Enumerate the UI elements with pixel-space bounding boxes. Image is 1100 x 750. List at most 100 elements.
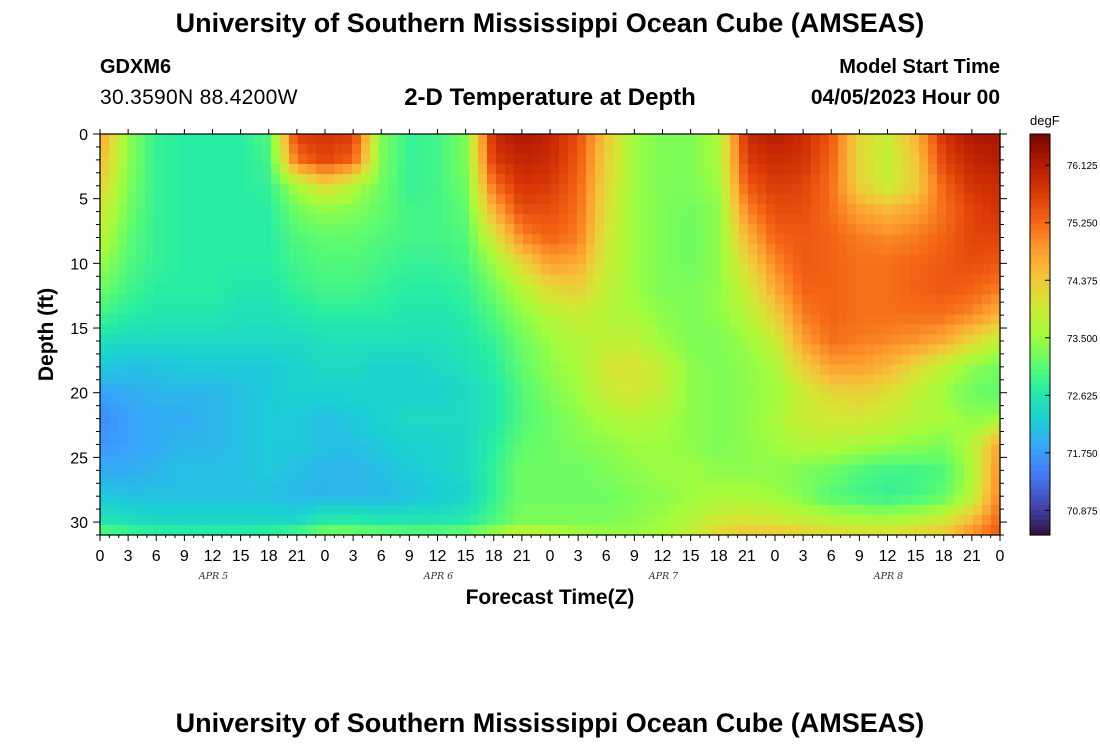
heatmap-cell bbox=[190, 274, 200, 285]
heatmap-cell bbox=[568, 434, 578, 446]
heatmap-cell bbox=[253, 374, 263, 386]
heatmap-cell bbox=[145, 404, 155, 416]
heatmap-cell bbox=[901, 254, 911, 265]
heatmap-cell bbox=[793, 264, 803, 275]
heatmap-cell bbox=[163, 214, 173, 225]
heatmap-cell bbox=[919, 234, 929, 245]
heatmap-cell bbox=[217, 354, 227, 366]
heatmap-cell bbox=[244, 444, 254, 456]
heatmap-cell bbox=[622, 144, 632, 155]
heatmap-cell bbox=[523, 254, 533, 265]
heatmap-cell bbox=[289, 234, 299, 245]
heatmap-cell bbox=[577, 214, 587, 225]
heatmap-cell bbox=[730, 324, 740, 336]
heatmap-cell bbox=[145, 174, 155, 185]
heatmap-cell bbox=[559, 294, 569, 306]
heatmap-cell bbox=[514, 134, 524, 145]
heatmap-cell bbox=[118, 284, 128, 296]
colorbar-segment bbox=[1030, 204, 1050, 210]
heatmap-cell bbox=[748, 304, 758, 316]
heatmap-cell bbox=[127, 174, 137, 185]
heatmap-cell bbox=[307, 254, 317, 265]
heatmap-cell bbox=[829, 224, 839, 235]
heatmap-cell bbox=[784, 434, 794, 446]
heatmap-cell bbox=[703, 144, 713, 155]
heatmap-cell bbox=[712, 324, 722, 336]
heatmap-cell bbox=[982, 434, 992, 446]
heatmap-cell bbox=[955, 204, 965, 215]
heatmap-cell bbox=[595, 524, 605, 536]
heatmap-cell bbox=[127, 274, 137, 285]
heatmap-cell bbox=[433, 444, 443, 456]
heatmap-cell bbox=[190, 524, 200, 536]
heatmap-cell bbox=[937, 294, 947, 306]
heatmap-cell bbox=[964, 254, 974, 265]
heatmap-cell bbox=[181, 454, 191, 466]
heatmap-cell bbox=[982, 464, 992, 476]
heatmap-cell bbox=[361, 274, 371, 285]
heatmap-cell bbox=[190, 174, 200, 185]
heatmap-cell bbox=[559, 364, 569, 376]
heatmap-cell bbox=[469, 354, 479, 366]
heatmap-cell bbox=[550, 214, 560, 225]
heatmap-cell bbox=[910, 314, 920, 326]
heatmap-cell bbox=[397, 304, 407, 316]
heatmap-cell bbox=[721, 394, 731, 406]
heatmap-cell bbox=[973, 454, 983, 466]
heatmap-cell bbox=[586, 494, 596, 506]
heatmap-cell bbox=[874, 194, 884, 205]
colorbar-segment bbox=[1030, 469, 1050, 476]
heatmap-cell bbox=[919, 454, 929, 466]
heatmap-cell bbox=[991, 214, 1001, 225]
heatmap-cell bbox=[361, 234, 371, 245]
heatmap-cell bbox=[991, 284, 1001, 296]
heatmap-cell bbox=[451, 244, 461, 255]
heatmap-cell bbox=[280, 284, 290, 296]
heatmap-cell bbox=[613, 364, 623, 376]
heatmap-cell bbox=[631, 294, 641, 306]
heatmap-cell bbox=[496, 224, 506, 235]
heatmap-cell bbox=[289, 264, 299, 275]
heatmap-cell bbox=[730, 314, 740, 326]
heatmap-cell bbox=[595, 364, 605, 376]
heatmap-cell bbox=[280, 334, 290, 346]
heatmap-cell bbox=[289, 304, 299, 316]
heatmap-cell bbox=[172, 154, 182, 165]
x-tick-label: 9 bbox=[405, 548, 414, 565]
heatmap-cell bbox=[640, 394, 650, 406]
heatmap-cell bbox=[658, 284, 668, 296]
heatmap-cell bbox=[577, 484, 587, 496]
heatmap-cell bbox=[505, 394, 515, 406]
heatmap-cell bbox=[829, 234, 839, 245]
heatmap-cell bbox=[901, 494, 911, 506]
heatmap-cell bbox=[118, 234, 128, 245]
heatmap-cell bbox=[811, 304, 821, 316]
heatmap-cell bbox=[469, 284, 479, 296]
heatmap-cell bbox=[937, 264, 947, 275]
heatmap-cell bbox=[802, 364, 812, 376]
heatmap-cell bbox=[631, 174, 641, 185]
heatmap-cell bbox=[208, 414, 218, 426]
heatmap-cell bbox=[523, 204, 533, 215]
heatmap-cell bbox=[154, 414, 164, 426]
heatmap-cell bbox=[973, 444, 983, 456]
heatmap-cell bbox=[532, 454, 542, 466]
heatmap-cell bbox=[838, 504, 848, 516]
heatmap-cell bbox=[847, 364, 857, 376]
heatmap-cell bbox=[388, 274, 398, 285]
heatmap-cell bbox=[892, 264, 902, 275]
heatmap-cell bbox=[865, 404, 875, 416]
heatmap-cell bbox=[136, 454, 146, 466]
x-tick-label: 0 bbox=[321, 548, 330, 565]
colorbar-segment bbox=[1030, 249, 1050, 255]
heatmap-cell bbox=[919, 204, 929, 215]
heatmap-cell bbox=[550, 254, 560, 265]
heatmap-cell bbox=[712, 504, 722, 516]
heatmap-cell bbox=[541, 494, 551, 506]
heatmap-cell bbox=[613, 304, 623, 316]
heatmap-cell bbox=[505, 224, 515, 235]
heatmap-cell bbox=[613, 244, 623, 255]
heatmap-cell bbox=[271, 184, 281, 195]
heatmap-cell bbox=[901, 454, 911, 466]
x-tick-label: 9 bbox=[630, 548, 639, 565]
